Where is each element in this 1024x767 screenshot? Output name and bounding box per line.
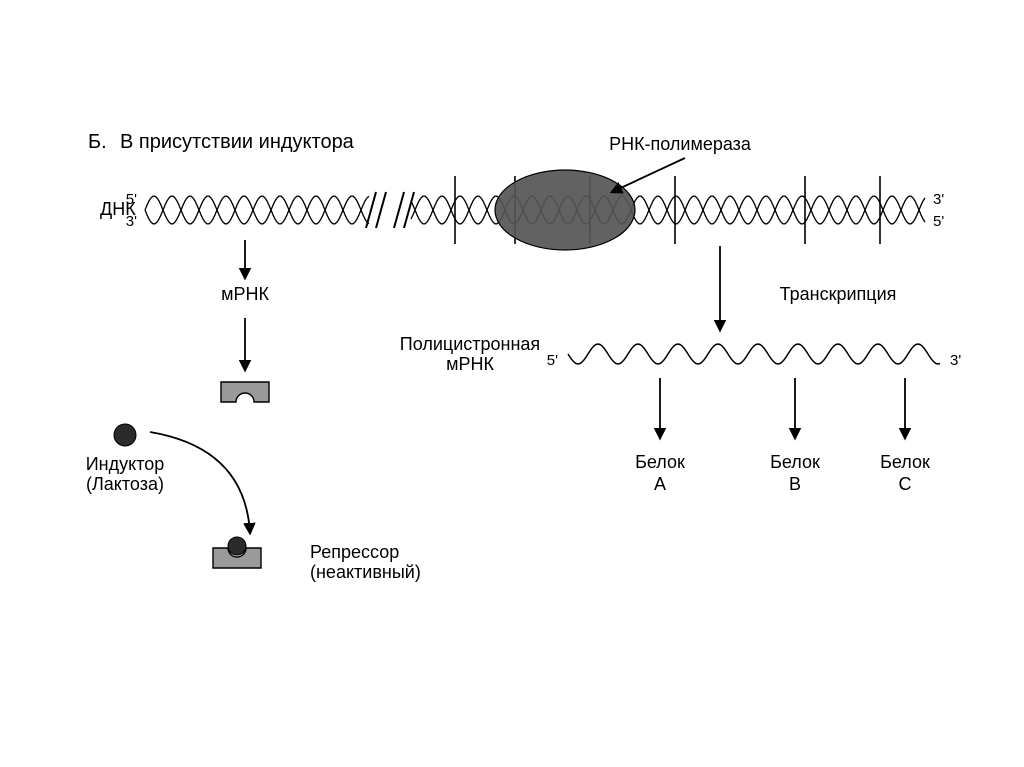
transcription-label: Транскрипция <box>780 284 897 304</box>
dna-3prime-left: 3' <box>126 213 137 230</box>
repressor-active-shape <box>221 382 269 402</box>
mrna-label: мРНК <box>221 284 269 304</box>
protein-label: Белок <box>770 452 820 472</box>
dna-3prime-right: 3' <box>933 191 944 208</box>
mrna-3prime: 3' <box>950 352 961 369</box>
rna-polymerase-label: РНК-полимераза <box>609 134 752 154</box>
panel-title: В присутствии индуктора <box>120 131 355 153</box>
diagram-canvas: Б.В присутствии индуктораДНК5'3'3'5'РНК-… <box>0 0 1024 767</box>
repressor-label-2: (неактивный) <box>310 562 421 582</box>
mrna-5prime: 5' <box>547 352 558 369</box>
dna-5prime-right: 5' <box>933 213 944 230</box>
repressor-label-1: Репрессор <box>310 542 399 562</box>
protein-letter: B <box>789 474 801 494</box>
inducer-dot <box>114 424 136 446</box>
rna-polymerase-pointer <box>612 158 685 192</box>
arrow-inducer-binds <box>150 432 250 533</box>
inducer-label-1: Индуктор <box>86 454 165 474</box>
polycistronic-label-2: мРНК <box>446 354 494 374</box>
panel-letter: Б. <box>88 131 107 153</box>
inducer-label-2: (Лактоза) <box>86 474 164 494</box>
protein-letter: C <box>899 474 912 494</box>
dna-5prime-left: 5' <box>126 191 137 208</box>
protein-label: Белок <box>880 452 930 472</box>
polycistronic-label-1: Полицистронная <box>400 334 540 354</box>
protein-label: Белок <box>635 452 685 472</box>
polycistronic-mrna-wave <box>568 344 940 364</box>
repressor-bound-inducer <box>228 537 246 555</box>
protein-letter: A <box>654 474 666 494</box>
rna-polymerase <box>495 170 635 250</box>
